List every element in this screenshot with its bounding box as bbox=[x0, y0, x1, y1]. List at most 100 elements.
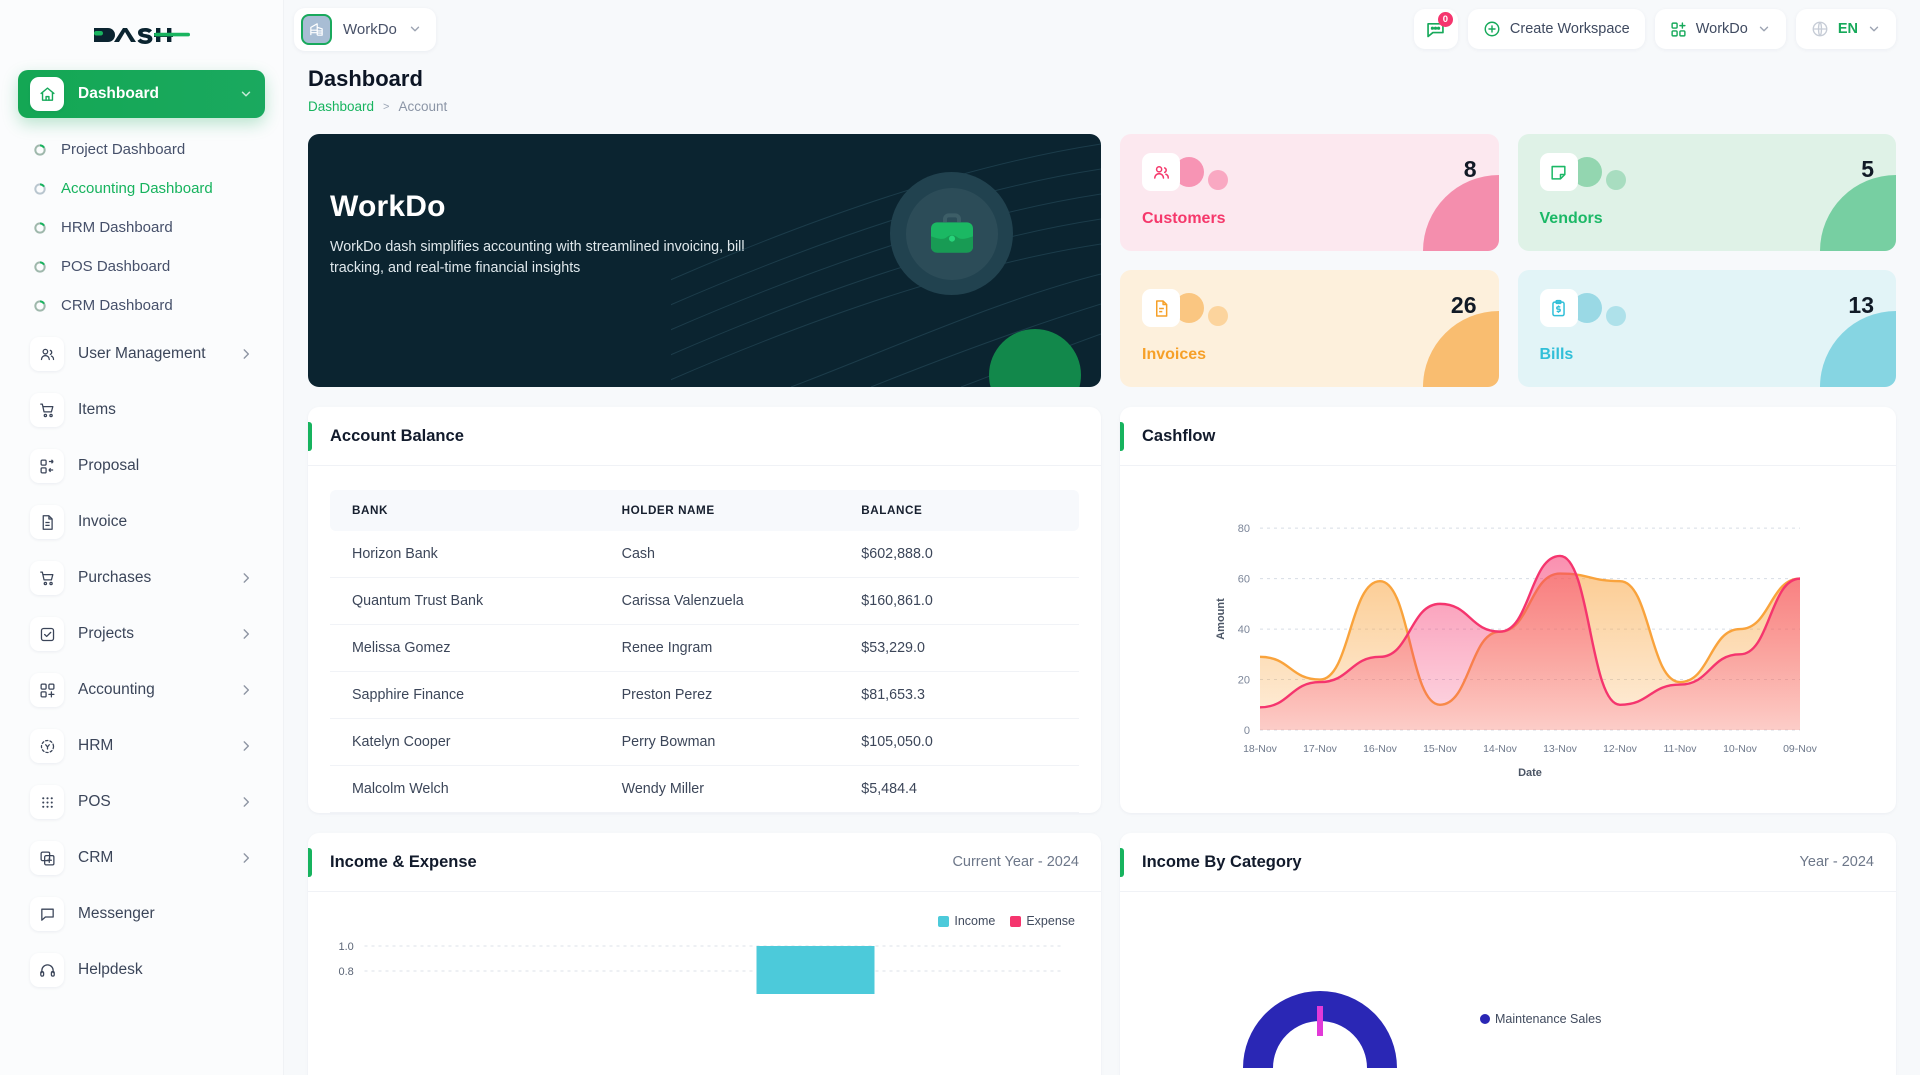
users-icon bbox=[1142, 153, 1180, 191]
column-header-balance: BALANCE bbox=[839, 490, 1079, 531]
table-row[interactable]: Katelyn Cooper Perry Bowman $105,050.0 bbox=[330, 718, 1079, 766]
invoice-icon bbox=[1142, 289, 1180, 327]
card-title: Account Balance bbox=[330, 426, 464, 445]
legend-swatch bbox=[938, 915, 950, 927]
cashflow-x-axis-label: Date bbox=[1518, 767, 1542, 779]
sidebar-item-label: CRM bbox=[78, 849, 114, 866]
sidebar-item-proposal[interactable]: Proposal bbox=[18, 443, 265, 489]
table-row[interactable]: Melissa Gomez Renee Ingram $53,229.0 bbox=[330, 624, 1079, 672]
sidebar-subitem-accounting-dashboard[interactable]: Accounting Dashboard bbox=[18, 169, 265, 208]
legend-item-expense[interactable]: Expense bbox=[1010, 914, 1075, 928]
cashflow-area-expense bbox=[1260, 555, 1800, 730]
sidebar-item-projects[interactable]: Projects bbox=[18, 611, 265, 657]
cashflow-plot: 0 20 40 60 80 18-Nov 17-Nov 16-Nov 15-Nov 14-Nov… bbox=[1215, 523, 1818, 779]
bottom-row: Income & Expense Current Year - 2024 Inc… bbox=[308, 833, 1896, 1075]
legend-dot bbox=[1480, 1014, 1490, 1024]
layers-icon bbox=[30, 841, 64, 875]
income-expense-plot[interactable]: 1.0 0.8 bbox=[308, 928, 1101, 994]
cashflow-x-ticks: 18-Nov 17-Nov 16-Nov 15-Nov 14-Nov 13-Nov 12-N… bbox=[1243, 743, 1818, 755]
briefcase-icon bbox=[930, 212, 973, 253]
sidebar-item-label: User Management bbox=[78, 345, 206, 362]
note-icon bbox=[1539, 153, 1578, 191]
sidebar-item-label: Accounting bbox=[78, 681, 155, 698]
table-row[interactable]: Quantum Trust Bank Carissa Valenzuela $1… bbox=[330, 577, 1079, 625]
card-title: Income By Category bbox=[1142, 852, 1302, 871]
sidebar-subitem-crm-dashboard[interactable]: CRM Dashboard bbox=[18, 286, 265, 325]
workspace-switcher-label: WorkDo bbox=[343, 20, 397, 38]
hero-description: WorkDo dash simplifies accounting with s… bbox=[330, 239, 745, 276]
sidebar-item-items[interactable]: Items bbox=[18, 387, 265, 433]
sidebar-item-helpdesk[interactable]: Helpdesk bbox=[18, 947, 265, 993]
cell-holder: Preston Perez bbox=[599, 671, 840, 719]
sidebar-subitem-project-dashboard[interactable]: Project Dashboard bbox=[18, 130, 265, 169]
language-label: EN bbox=[1837, 21, 1858, 37]
language-selector[interactable]: EN bbox=[1795, 9, 1896, 49]
sidebar-item-label: HRM bbox=[78, 737, 114, 754]
cell-balance: $160,861.0 bbox=[839, 577, 1079, 625]
sidebar-dashboard-submenu: Project Dashboard Accounting Dashboard H… bbox=[0, 128, 283, 331]
cell-balance: $105,050.0 bbox=[839, 718, 1079, 766]
stat-card-vendors[interactable]: 5 Vendors bbox=[1517, 134, 1896, 251]
workspace-switcher[interactable]: WorkDo bbox=[294, 7, 436, 51]
svg-text:20: 20 bbox=[1238, 675, 1250, 687]
sidebar-item-messenger[interactable]: Messenger bbox=[18, 891, 265, 937]
circle-arrow-icon bbox=[34, 260, 46, 273]
table-row[interactable]: Sapphire Finance Preston Perez $81,653.3 bbox=[330, 671, 1079, 719]
brand-logo[interactable] bbox=[0, 0, 283, 70]
sidebar-modules-nav: User Management Items Proposal Invoice P… bbox=[0, 331, 283, 993]
ie-bar-income[interactable] bbox=[756, 946, 875, 994]
sidebar-item-pos[interactable]: POS bbox=[18, 779, 265, 825]
cell-holder: Renee Ingram bbox=[599, 624, 840, 672]
sidebar-item-accounting[interactable]: Accounting bbox=[18, 667, 265, 713]
table-row[interactable]: Malcolm Welch Wendy Miller $5,484.4 bbox=[330, 765, 1079, 813]
sidebar-item-dashboard[interactable]: Dashboard bbox=[18, 70, 265, 118]
sidebar-item-hrm[interactable]: HRM bbox=[18, 723, 265, 769]
cashflow-x-tick: 14-Nov bbox=[1483, 743, 1518, 755]
card-header: Income By Category Year - 2024 bbox=[1120, 833, 1896, 892]
stat-label: Vendors bbox=[1539, 210, 1603, 227]
cashflow-x-tick: 10-Nov bbox=[1723, 743, 1758, 755]
cashflow-x-tick: 18-Nov bbox=[1243, 743, 1278, 755]
sidebar-item-user-management[interactable]: User Management bbox=[18, 331, 265, 377]
sidebar-subitem-label: HRM Dashboard bbox=[61, 219, 173, 236]
legend-item-income[interactable]: Income bbox=[938, 914, 995, 928]
breadcrumb-root[interactable]: Dashboard bbox=[308, 99, 375, 114]
create-workspace-button[interactable]: Create Workspace bbox=[1467, 9, 1645, 49]
cell-bank: Melissa Gomez bbox=[330, 624, 600, 672]
card-header: Account Balance bbox=[308, 407, 1101, 466]
sidebar-item-purchases[interactable]: Purchases bbox=[18, 555, 265, 601]
messages-button[interactable]: 0 bbox=[1413, 9, 1458, 49]
cell-bank: Sapphire Finance bbox=[330, 671, 600, 719]
stat-card-invoices[interactable]: 26 Invoices bbox=[1120, 270, 1499, 387]
income-category-donut[interactable] bbox=[1160, 918, 1480, 1068]
stat-value: 26 bbox=[1450, 292, 1477, 318]
ie-gridlines bbox=[364, 945, 1065, 972]
middle-row: Account Balance BANK HOLDER NAME BALANCE bbox=[308, 407, 1896, 813]
chevron-right-icon bbox=[243, 629, 250, 639]
hero-icon-inner bbox=[905, 187, 998, 280]
sidebar-subitem-pos-dashboard[interactable]: POS Dashboard bbox=[18, 247, 265, 286]
grid-plus-icon bbox=[1671, 21, 1686, 37]
legend-label: Income bbox=[954, 914, 996, 928]
workspace-selector[interactable]: WorkDo bbox=[1654, 9, 1786, 49]
sidebar-item-label: Messenger bbox=[78, 905, 155, 922]
stat-card-customers[interactable]: 8 Customers bbox=[1120, 134, 1499, 251]
users-icon bbox=[30, 337, 64, 371]
page-title: Dashboard bbox=[308, 66, 423, 91]
sidebar-item-invoice[interactable]: Invoice bbox=[18, 499, 265, 545]
cashflow-chart[interactable]: 0 20 40 60 80 18-Nov 17-Nov 16-Nov 15-Nov 14-Nov… bbox=[1120, 466, 1896, 803]
card-header: Income & Expense Current Year - 2024 bbox=[308, 833, 1101, 892]
cashflow-x-tick: 17-Nov bbox=[1303, 743, 1338, 755]
stat-top: 8 bbox=[1142, 153, 1477, 191]
sidebar-item-crm[interactable]: CRM bbox=[18, 835, 265, 881]
chat-icon bbox=[30, 897, 64, 931]
stat-card-bills[interactable]: 13 Bills bbox=[1517, 270, 1896, 387]
grid-plus-icon bbox=[30, 673, 64, 707]
document-icon bbox=[30, 505, 64, 539]
circle-dots-icon bbox=[30, 729, 64, 763]
sidebar-item-label: Dashboard bbox=[78, 85, 159, 102]
donut-area: Maintenance Sales bbox=[1120, 892, 1896, 1068]
table-row[interactable]: Horizon Bank Cash $602,888.0 bbox=[330, 531, 1079, 578]
legend-item-maintenance-sales[interactable]: Maintenance Sales bbox=[1480, 1012, 1601, 1026]
sidebar-subitem-hrm-dashboard[interactable]: HRM Dashboard bbox=[18, 208, 265, 247]
